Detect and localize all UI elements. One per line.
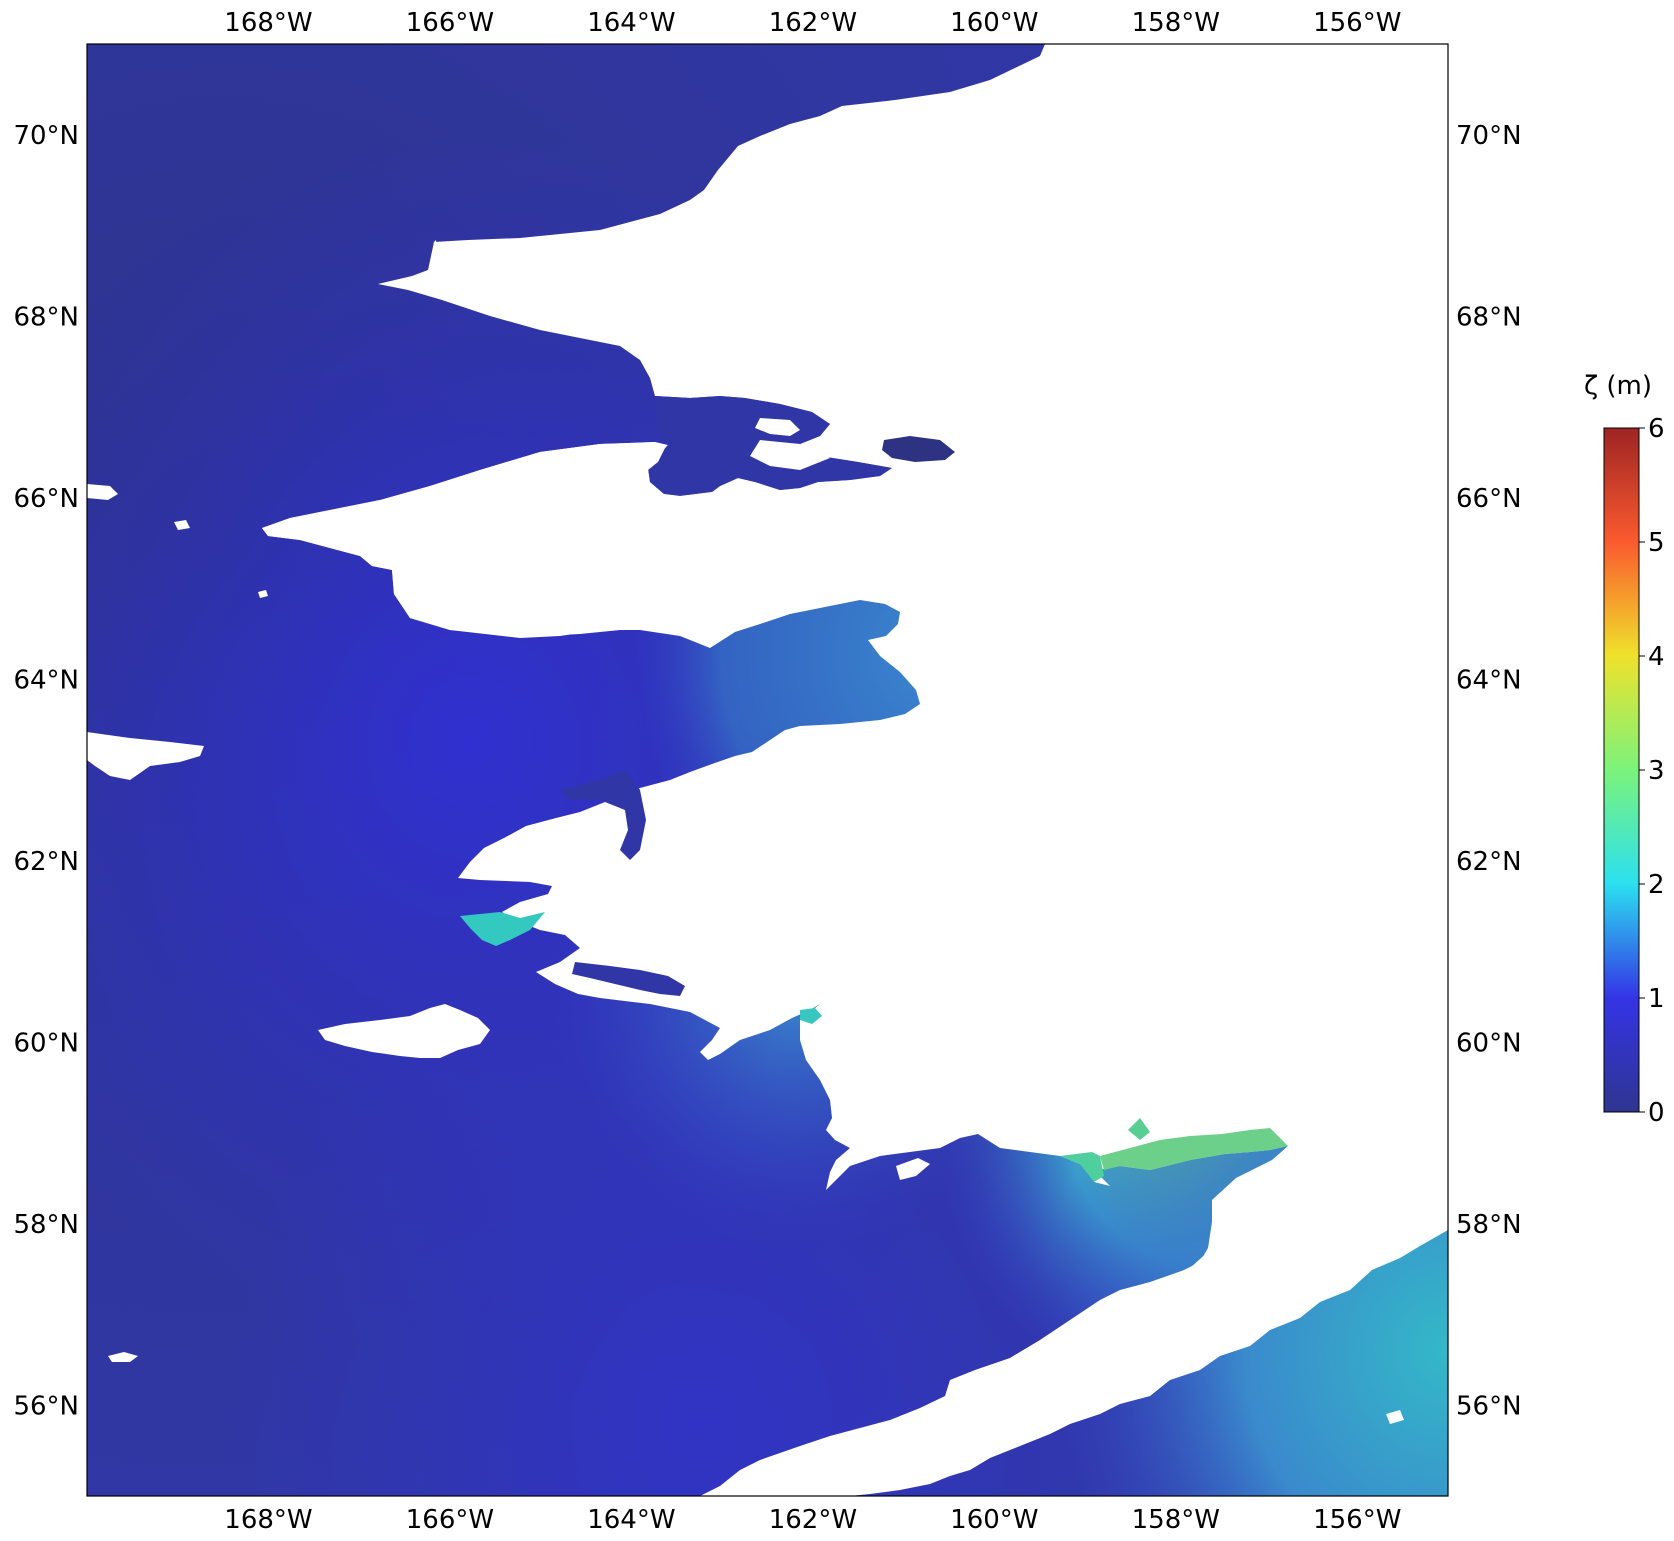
colorbar-tick-labels: 0 1 2 3 4 5 6 [1639,414,1665,1128]
x-tick-label-bottom: 158°W [1132,1505,1220,1535]
colorbar-tick-label: 5 [1648,528,1665,558]
alaska-mainland-land [262,44,1448,1426]
map-panel [87,44,1448,1496]
kotzebue-inner-land [750,440,830,470]
kuskokwim-high-water [800,1008,822,1024]
hagemeister-island [896,1158,930,1180]
y-tick-label-right: 58°N [1456,1210,1522,1240]
x-tick-label-top: 166°W [406,8,494,38]
point-hope-spit [430,240,440,276]
seward-peninsula [262,442,790,636]
selawik-lake [882,436,955,462]
x-tick-label-bottom: 164°W [587,1505,675,1535]
x-tick-labels-top: 168°W 166°W 164°W 162°W 160°W 158°W 156°W [224,8,1401,38]
x-tick-label-top: 158°W [1132,8,1220,38]
y-tick-label-left: 66°N [13,484,79,514]
y-tick-label-left: 60°N [13,1028,79,1058]
colorbar-tick-label: 4 [1648,642,1665,672]
x-tick-label-bottom: 160°W [950,1505,1038,1535]
y-tick-label-right: 70°N [1456,121,1522,151]
colorbar-tick-label: 3 [1648,756,1665,786]
baldwin-peninsula [755,418,800,436]
y-tick-label-right: 64°N [1456,665,1522,695]
y-tick-label-right: 60°N [1456,1028,1522,1058]
alaska-peninsula [700,1178,1448,1496]
x-tick-label-top: 156°W [1313,8,1401,38]
colorbar-tick-label: 6 [1648,414,1665,444]
st-lawrence-island [318,1004,490,1058]
colorbar-tick-label: 0 [1648,1098,1665,1128]
map-frame [86,43,1449,1497]
y-tick-label-right: 56°N [1456,1391,1522,1421]
hooper-bay-high-water [460,912,545,946]
y-tick-label-right: 68°N [1456,302,1522,332]
x-tick-labels-bottom: 168°W 166°W 164°W 162°W 160°W 158°W 156°W [224,1505,1401,1535]
pribilof-island [108,1352,138,1362]
kvichak-bay-high-water [1060,1152,1104,1182]
y-tick-label-left: 56°N [13,1391,79,1421]
colorbar: ζ (m) 0 1 2 3 4 5 6 [1584,371,1665,1128]
x-tick-label-bottom: 166°W [406,1505,494,1535]
x-tick-label-top: 160°W [950,8,1038,38]
diomede-islands [87,484,118,500]
y-tick-label-right: 66°N [1456,484,1522,514]
yukon-delta-channel [560,770,646,860]
y-tick-labels-right: 70°N 68°N 66°N 64°N 62°N 60°N 58°N 56°N [1456,121,1522,1422]
kuskokwim-delta-channel [572,962,685,996]
colorbar-tick-label: 2 [1648,870,1665,900]
kodiak-fragment [1386,1410,1404,1424]
x-tick-label-bottom: 168°W [224,1505,312,1535]
x-tick-label-top: 168°W [224,8,312,38]
x-tick-label-top: 164°W [587,8,675,38]
y-tick-label-left: 68°N [13,302,79,332]
y-tick-label-left: 70°N [13,121,79,151]
y-tick-label-right: 62°N [1456,847,1522,877]
nushagak-inlet [1128,1118,1150,1140]
king-island [174,520,190,530]
y-tick-label-left: 64°N [13,665,79,695]
chukotka-coast [87,732,204,780]
y-tick-labels-left: 70°N 68°N 66°N 64°N 62°N 60°N 58°N 56°N [13,121,79,1422]
x-tick-label-top: 162°W [769,8,857,38]
y-tick-label-left: 58°N [13,1210,79,1240]
colorbar-gradient [1603,427,1640,1113]
colorbar-title: ζ (m) [1584,371,1652,401]
x-tick-label-bottom: 156°W [1313,1505,1401,1535]
nushagak-bay-high-water [1100,1128,1288,1170]
colorbar-tick-label: 1 [1648,984,1665,1014]
sledge-island [258,590,268,598]
x-tick-label-bottom: 162°W [769,1505,857,1535]
y-tick-label-left: 62°N [13,847,79,877]
